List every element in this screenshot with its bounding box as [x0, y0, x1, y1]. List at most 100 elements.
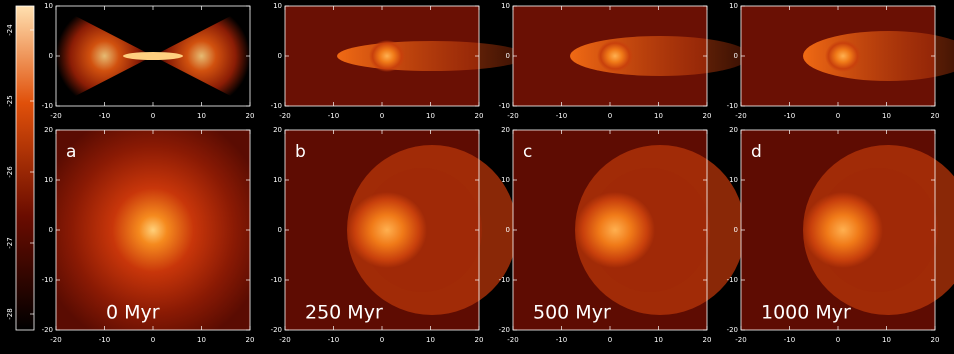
- panel: [56, 6, 250, 330]
- x-tick-label: -20: [50, 336, 61, 344]
- y-tick-label: 10: [501, 2, 510, 10]
- y-tick-label: 10: [729, 176, 738, 184]
- x-tick-label: 20: [475, 336, 484, 344]
- y-tick-label: -20: [727, 326, 738, 334]
- x-tick-label: 10: [426, 336, 435, 344]
- x-tick-label: 10: [882, 336, 891, 344]
- x-tick-label: -10: [784, 112, 795, 120]
- colorbar-tick-label: -25: [6, 95, 14, 106]
- x-tick-label: 10: [426, 112, 435, 120]
- time-label: 0 Myr: [106, 302, 160, 324]
- image: [597, 40, 633, 72]
- y-tick-label: 10: [273, 2, 282, 10]
- x-tick-label: -10: [556, 112, 567, 120]
- image: [337, 41, 527, 71]
- x-tick-label: 10: [882, 112, 891, 120]
- y-tick-label: -10: [499, 102, 510, 110]
- y-tick-label: 0: [49, 226, 53, 234]
- image: [56, 6, 153, 106]
- panel-letter: d: [751, 142, 762, 162]
- y-tick-label: 20: [273, 126, 282, 134]
- y-tick-label: -10: [271, 276, 282, 284]
- panel-letter: c: [523, 142, 532, 162]
- x-tick-label: 0: [608, 112, 612, 120]
- y-tick-label: -10: [727, 102, 738, 110]
- colorbar-tick-label: -24: [6, 24, 14, 36]
- time-label: 250 Myr: [305, 302, 383, 324]
- x-tick-label: -10: [328, 336, 339, 344]
- y-tick-label: 0: [506, 226, 510, 234]
- x-tick-label: -10: [556, 336, 567, 344]
- image: [123, 52, 183, 60]
- y-tick-label: -20: [42, 326, 53, 334]
- x-tick-label: 0: [380, 336, 384, 344]
- x-tick-label: 20: [931, 112, 940, 120]
- panel: [741, 6, 954, 330]
- time-label: 500 Myr: [533, 302, 611, 324]
- x-tick-label: 20: [703, 336, 712, 344]
- image: [575, 192, 655, 268]
- x-tick-label: 10: [654, 112, 663, 120]
- x-tick-label: 0: [836, 112, 840, 120]
- y-tick-label: -10: [42, 276, 53, 284]
- y-tick-label: -10: [42, 102, 53, 110]
- x-tick-label: -20: [507, 336, 518, 344]
- y-tick-label: 10: [729, 2, 738, 10]
- x-tick-label: -20: [279, 112, 290, 120]
- x-tick-label: -20: [50, 112, 61, 120]
- colorbar-tick-label: -28: [6, 308, 14, 319]
- y-tick-label: 20: [501, 126, 510, 134]
- y-tick-label: 0: [278, 52, 282, 60]
- x-tick-label: 20: [475, 112, 484, 120]
- image: [347, 192, 427, 268]
- x-tick-label: 0: [151, 112, 155, 120]
- x-tick-label: 0: [151, 336, 155, 344]
- colorbar-tick-label: -26: [6, 166, 14, 178]
- y-tick-label: 0: [506, 52, 510, 60]
- x-tick-label: -10: [328, 112, 339, 120]
- y-tick-label: 0: [734, 52, 738, 60]
- y-tick-label: 10: [273, 176, 282, 184]
- image: [369, 40, 405, 72]
- x-tick-label: 10: [197, 336, 206, 344]
- y-tick-label: 0: [278, 226, 282, 234]
- y-tick-label: -20: [271, 326, 282, 334]
- x-tick-label: -10: [99, 112, 110, 120]
- x-tick-label: 0: [836, 336, 840, 344]
- x-tick-label: -20: [507, 112, 518, 120]
- y-tick-label: -20: [499, 326, 510, 334]
- image: [153, 6, 250, 106]
- x-tick-label: 20: [703, 112, 712, 120]
- y-tick-label: 10: [501, 176, 510, 184]
- y-tick-label: 20: [729, 126, 738, 134]
- x-tick-label: 20: [246, 112, 255, 120]
- x-tick-label: -10: [784, 336, 795, 344]
- panel: [513, 6, 750, 330]
- image: [56, 130, 250, 330]
- x-tick-label: 0: [608, 336, 612, 344]
- x-tick-label: -20: [735, 112, 746, 120]
- y-tick-label: 10: [44, 2, 53, 10]
- x-tick-label: 0: [380, 112, 384, 120]
- y-tick-label: 10: [44, 176, 53, 184]
- x-tick-label: 20: [931, 336, 940, 344]
- panel-letter: b: [295, 142, 306, 162]
- colorbar: [15, 5, 35, 331]
- x-tick-label: -20: [735, 336, 746, 344]
- y-tick-label: 0: [734, 226, 738, 234]
- y-tick-label: -10: [727, 276, 738, 284]
- panel-letter: a: [66, 142, 76, 162]
- image: [803, 192, 883, 268]
- y-tick-label: 20: [44, 126, 53, 134]
- x-tick-label: 20: [246, 336, 255, 344]
- x-tick-label: -20: [279, 336, 290, 344]
- time-label: 1000 Myr: [761, 302, 851, 324]
- y-tick-label: 0: [49, 52, 53, 60]
- y-tick-label: -10: [499, 276, 510, 284]
- x-tick-label: 10: [197, 112, 206, 120]
- panel: [285, 6, 527, 330]
- x-tick-label: -10: [99, 336, 110, 344]
- colorbar-tick-label: -27: [6, 237, 14, 248]
- image: [825, 40, 861, 72]
